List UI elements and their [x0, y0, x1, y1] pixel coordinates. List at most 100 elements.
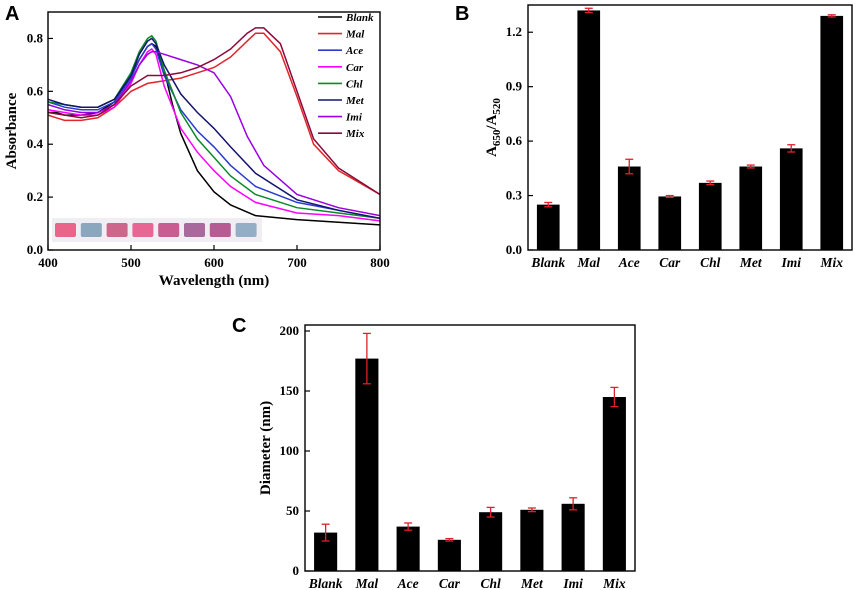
cuvette-5 — [158, 223, 180, 237]
bar-blank — [536, 204, 560, 250]
category-label: Met — [520, 576, 544, 590]
y-tick-label: 50 — [286, 503, 299, 518]
x-tick-label: 400 — [38, 255, 58, 270]
bar-mal — [577, 10, 601, 251]
x-axis-title-a: Wavelength (nm) — [159, 273, 269, 289]
y-tick-label: 150 — [280, 383, 300, 398]
error-bar-mal — [584, 7, 593, 14]
error-bar-met — [746, 164, 755, 169]
x-tick-label: 500 — [121, 255, 141, 270]
x-tick-label: 700 — [287, 255, 307, 270]
y-tick-label: 200 — [280, 323, 300, 338]
legend-label-ace: Ace — [345, 45, 363, 57]
bar-blank — [314, 532, 338, 571]
y-tick-label: 0.8 — [27, 30, 44, 45]
bar-mix — [602, 397, 626, 571]
bar-car — [658, 196, 682, 250]
y-tick-label: 0.6 — [27, 83, 44, 98]
series-line-imi — [47, 50, 381, 217]
cuvette-8 — [235, 223, 257, 237]
category-label: Imi — [780, 255, 801, 270]
error-bar-mix — [610, 386, 619, 408]
category-label: Mal — [355, 576, 379, 590]
legend-a: Blank Mal Ace Car Chl Met Imi Mix — [318, 12, 374, 140]
y-axis-title-b-mid: /A — [484, 114, 500, 130]
bar-met — [520, 509, 544, 571]
error-bar-blank — [544, 201, 553, 208]
category-label: Mal — [576, 255, 600, 270]
bar-ace — [396, 526, 420, 571]
y-tick-label: 0.6 — [506, 133, 523, 148]
error-bar-mal — [362, 332, 371, 385]
category-label: Blank — [308, 576, 343, 590]
legend-label-car: Car — [346, 62, 364, 74]
y-tick-label: 0.3 — [506, 188, 523, 203]
cuvette-7 — [209, 223, 231, 237]
legend-label-blank: Blank — [345, 12, 374, 24]
category-label: Ace — [618, 255, 640, 270]
error-bar-imi — [569, 497, 578, 511]
y-tick-label: 0.9 — [506, 79, 523, 94]
category-label: Car — [439, 576, 461, 590]
panel-label-c: C — [232, 315, 246, 337]
bar-imi — [561, 503, 585, 571]
error-bar-ace — [404, 522, 413, 531]
cuvette-6 — [184, 223, 205, 237]
error-bar-car — [445, 537, 454, 542]
y-axis-title-b-sub1: 650 — [491, 129, 503, 146]
series-line-blank — [48, 42, 381, 226]
error-bar-car — [665, 194, 674, 199]
category-label: Chl — [700, 255, 721, 270]
bar-met — [739, 166, 763, 250]
bar-ace — [617, 166, 641, 250]
bar-mix — [820, 15, 844, 251]
panel-b: B Blank Mal Ace Car Chl Met Imi Mix 0.0 0.3 0.6 0.9 1… — [455, 3, 853, 270]
error-bar-chl — [706, 180, 715, 186]
cuvette-1 — [55, 223, 76, 237]
plot-frame-b — [527, 4, 853, 251]
category-label: Car — [659, 255, 681, 270]
y-axis-title-b: A650/A520 — [484, 98, 503, 157]
y-axis-title-b-sub2: 520 — [491, 98, 503, 115]
y-tick-label: 0.4 — [27, 136, 44, 151]
category-label: Mix — [819, 255, 843, 270]
panel-label-a: A — [5, 3, 19, 25]
panel-label-b: B — [455, 3, 469, 25]
y-tick-label: 0.0 — [27, 242, 43, 257]
series-line-mal — [47, 32, 381, 196]
y-axis-title-a: Absorbance — [4, 92, 20, 169]
category-label: Met — [739, 255, 763, 270]
error-bar-met — [527, 507, 536, 513]
series-line-met — [47, 37, 381, 220]
bar-car — [437, 539, 461, 571]
bar-chl — [479, 512, 503, 571]
error-bar-imi — [787, 144, 796, 153]
category-label: Imi — [562, 576, 583, 590]
y-tick-label: 0 — [293, 563, 300, 578]
legend-label-mal: Mal — [345, 29, 365, 41]
y-axis-title-b-main: A — [484, 146, 500, 157]
category-label: Mix — [602, 576, 626, 590]
bar-imi — [779, 148, 803, 250]
y-tick-label: 1.2 — [506, 24, 522, 39]
cuvette-photo — [52, 218, 262, 242]
bar-mal — [355, 358, 379, 571]
series-lines — [47, 27, 381, 226]
legend-label-met: Met — [345, 95, 365, 107]
error-bar-chl — [486, 506, 495, 518]
series-line-ace — [47, 42, 381, 220]
x-tick-label: 600 — [204, 255, 224, 270]
category-label: Chl — [480, 576, 501, 590]
legend-label-imi: Imi — [345, 112, 363, 124]
series-line-car — [47, 47, 381, 222]
category-label: Ace — [397, 576, 419, 590]
y-tick-label: 0.2 — [27, 189, 43, 204]
cuvette-4 — [132, 223, 154, 237]
cuvette-3 — [106, 223, 128, 237]
legend-label-chl: Chl — [346, 78, 363, 90]
plot-frame-a — [47, 11, 381, 251]
panel-a: A 400 500 600 700 800 0.0 0.2 0.4 0.6 0.8 Wavelengt… — [4, 3, 390, 289]
x-tick-label: 800 — [370, 255, 390, 270]
y-axis-title-c: Diameter (nm) — [258, 401, 274, 495]
